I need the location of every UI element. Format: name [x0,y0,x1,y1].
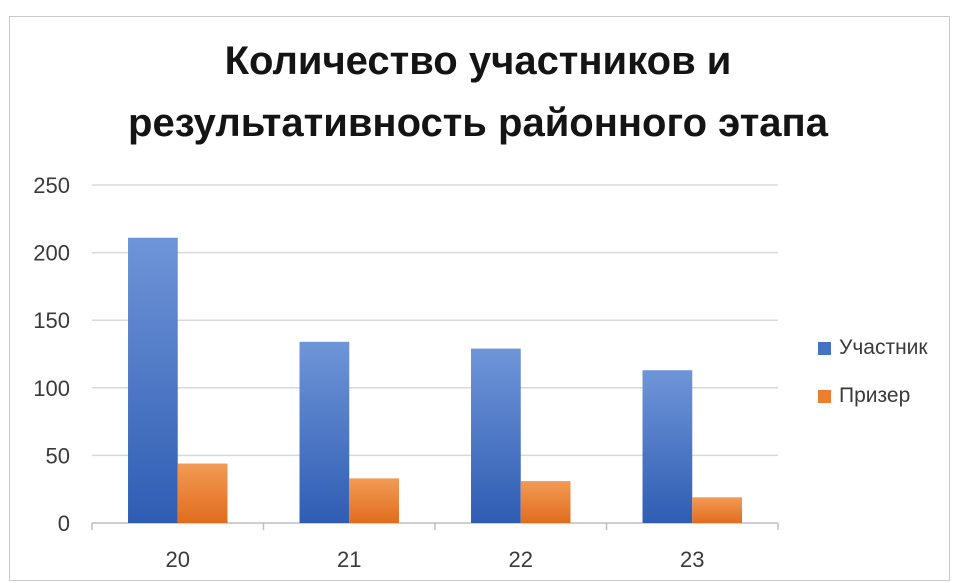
axes [91,522,779,530]
bar-participant-22 [471,348,521,523]
bar-participant-21 [299,341,350,523]
chart-title-line-2: результативность районного этапа [128,101,828,145]
bar-winner-22 [520,481,571,523]
bars [128,237,742,523]
x-tick-label-20: 20 [166,547,190,572]
legend-label-winner: Призер [839,384,911,407]
axis-labels: 0 50 100 150 200 250 20 21 22 23 [33,173,704,572]
legend: Участник Призер [818,333,928,429]
y-tick-label-100: 100 [33,376,70,401]
y-tick-label-50: 50 [46,443,70,468]
chart-title: Количество участников и результативность… [0,30,956,154]
bar-winner-23 [692,497,742,523]
legend-swatch-participant [818,341,831,355]
chart-title-line-1: Количество участников и [224,39,732,83]
y-tick-label-150: 150 [33,308,70,333]
x-tick-label-22: 22 [509,547,533,572]
y-tick-label-0: 0 [58,511,70,536]
y-tick-label-200: 200 [33,241,70,266]
x-tick-label-21: 21 [337,547,361,572]
bar-participant-23 [642,370,693,523]
legend-item-participant[interactable]: Участник [818,333,928,363]
legend-label-participant: Участник [839,336,928,359]
bar-winner-20 [177,463,228,523]
legend-swatch-winner [818,389,831,403]
y-tick-label-250: 250 [33,173,70,198]
bar-participant-20 [128,237,178,523]
bar-winner-21 [349,478,399,523]
legend-item-winner[interactable]: Призер [818,381,928,411]
x-tick-label-23: 23 [680,547,704,572]
